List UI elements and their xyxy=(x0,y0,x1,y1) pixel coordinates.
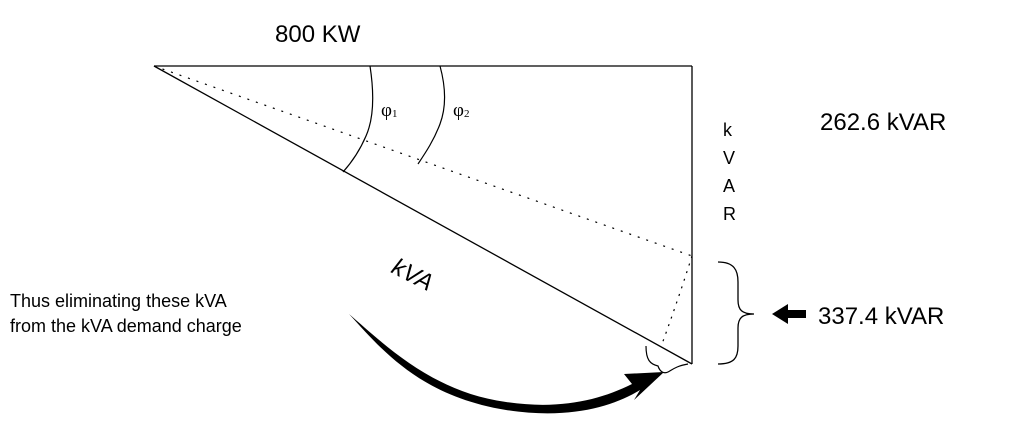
corrected-kva-dotted-line xyxy=(153,65,693,257)
eliminated-kvar-brace xyxy=(717,261,755,365)
angle-arc-phi1 xyxy=(342,65,374,173)
curved-arrow-icon xyxy=(349,314,664,414)
kva-hypotenuse xyxy=(153,65,693,365)
dotted-arc xyxy=(661,255,693,345)
reactive-remaining-value: 262.6 kVAR xyxy=(820,109,946,136)
angle-arc-phi2 xyxy=(417,65,446,165)
note-line-2: from the kVA demand charge xyxy=(10,316,242,336)
note-line-1: Thus eliminating these kVA xyxy=(10,291,227,311)
kvar-letter-k: k xyxy=(723,120,733,140)
kvar-letter-v: V xyxy=(723,148,735,168)
small-kva-brace xyxy=(645,345,689,374)
phi1-label: φ1 xyxy=(381,100,397,121)
reactive-eliminated-value: 337.4 kVAR xyxy=(818,303,944,330)
real-power-label: 800 KW xyxy=(275,21,361,48)
phi2-label: φ2 xyxy=(453,100,469,121)
apparent-power-label: kVA xyxy=(387,253,437,296)
kvar-letter-a: A xyxy=(723,176,735,196)
kvar-letter-r: R xyxy=(723,204,736,224)
left-arrow-icon xyxy=(772,304,806,324)
